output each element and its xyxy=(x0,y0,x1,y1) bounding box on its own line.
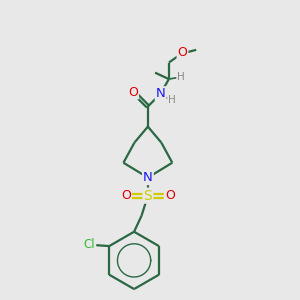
Text: N: N xyxy=(156,87,166,100)
Text: O: O xyxy=(165,189,175,202)
Text: H: H xyxy=(168,95,176,105)
Text: O: O xyxy=(178,46,188,59)
Text: H: H xyxy=(177,72,185,82)
Text: O: O xyxy=(128,85,138,98)
Text: N: N xyxy=(143,171,153,184)
Text: S: S xyxy=(143,189,152,202)
Text: Cl: Cl xyxy=(84,238,95,251)
Text: O: O xyxy=(121,189,131,202)
